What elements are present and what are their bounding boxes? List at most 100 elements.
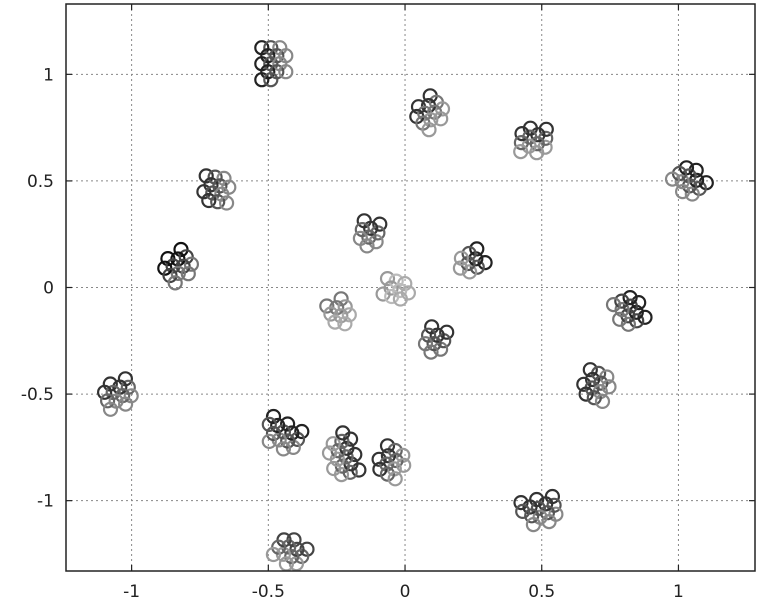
- data-point: [524, 508, 540, 524]
- data-point: [379, 271, 396, 287]
- data-point: [515, 503, 531, 519]
- data-point: [452, 260, 468, 276]
- data-point: [379, 438, 396, 454]
- point-cluster: [576, 362, 617, 409]
- data-point: [421, 327, 437, 343]
- data-point: [541, 513, 557, 530]
- data-point: [352, 230, 368, 246]
- data-point: [612, 311, 628, 327]
- data-point: [280, 433, 296, 449]
- data-point: [210, 194, 226, 210]
- data-point: [372, 216, 388, 232]
- data-point: [601, 379, 617, 395]
- point-cluster: [265, 532, 315, 572]
- data-point: [214, 186, 230, 202]
- data-point: [462, 264, 478, 280]
- data-point: [380, 448, 396, 464]
- data-point: [423, 112, 439, 128]
- data-point: [117, 396, 134, 412]
- point-cluster: [371, 438, 412, 487]
- data-point: [99, 393, 116, 409]
- data-point: [284, 425, 300, 441]
- point-cluster: [513, 120, 554, 161]
- point-cluster: [513, 488, 564, 533]
- data-point: [396, 457, 412, 473]
- y-tick-labels: 1 0.5 0 -0.5 -1: [21, 65, 54, 511]
- data-point: [265, 408, 282, 425]
- x-tick-label: -1: [123, 582, 140, 602]
- data-point: [379, 466, 396, 482]
- x-tick-label: 0: [400, 582, 411, 602]
- data-point: [327, 314, 343, 330]
- data-point: [371, 451, 387, 467]
- y-tick-label: 1: [43, 65, 54, 85]
- data-point: [424, 319, 440, 335]
- point-cluster: [96, 371, 139, 417]
- data-point: [170, 265, 186, 281]
- data-point: [674, 174, 690, 190]
- point-cluster: [196, 168, 237, 211]
- data-point: [205, 185, 221, 201]
- data-point: [219, 195, 235, 211]
- data-point: [207, 169, 223, 185]
- data-point: [201, 192, 217, 209]
- data-point: [417, 336, 434, 352]
- data-point: [198, 168, 214, 184]
- data-point: [513, 495, 529, 511]
- data-point: [183, 256, 199, 272]
- data-point: [102, 401, 119, 417]
- point-cluster: [605, 290, 653, 332]
- data-point: [280, 416, 296, 432]
- data-point: [333, 291, 349, 307]
- point-cluster: [352, 213, 388, 254]
- point-cluster: [664, 160, 714, 202]
- data-point: [356, 213, 372, 229]
- data-point: [605, 297, 622, 313]
- data-point: [513, 144, 529, 160]
- data-point: [278, 64, 294, 80]
- data-point: [319, 298, 335, 314]
- data-point: [469, 241, 485, 257]
- data-point: [270, 417, 286, 434]
- data-point: [326, 460, 342, 477]
- data-point: [453, 250, 469, 266]
- data-point: [469, 259, 485, 275]
- data-point: [514, 126, 530, 142]
- data-point: [334, 433, 350, 449]
- data-point: [96, 384, 113, 400]
- x-tick-label: 0.5: [528, 582, 555, 602]
- data-point: [593, 375, 609, 391]
- x-tick-label: -0.5: [252, 582, 285, 602]
- point-cluster: [375, 271, 416, 307]
- x-tick-label: 1: [673, 582, 684, 602]
- data-point: [578, 386, 594, 402]
- data-point: [594, 393, 611, 409]
- data-point: [388, 452, 404, 469]
- point-cluster: [261, 408, 310, 457]
- y-tick-label: -1: [37, 492, 54, 512]
- data-point: [582, 362, 598, 378]
- data-point: [265, 425, 282, 442]
- point-cluster: [452, 241, 493, 280]
- y-tick-label: 0: [43, 279, 54, 299]
- x-tick-labels: -1 -0.5 0 0.5 1: [123, 582, 684, 602]
- data-points: [96, 40, 714, 572]
- data-point: [265, 546, 281, 563]
- axis-ticks: [66, 4, 755, 571]
- data-point: [323, 306, 339, 322]
- data-point: [584, 371, 601, 388]
- data-point: [513, 135, 530, 151]
- data-point: [337, 316, 353, 332]
- data-point: [674, 184, 691, 200]
- data-point: [180, 266, 196, 282]
- data-point: [196, 184, 212, 200]
- y-tick-label: 0.5: [27, 172, 54, 192]
- data-point: [325, 436, 341, 452]
- data-point: [167, 275, 183, 291]
- data-point: [275, 441, 291, 457]
- point-cluster: [254, 40, 294, 88]
- data-point: [294, 423, 310, 440]
- data-point: [354, 222, 370, 238]
- data-point: [387, 471, 403, 487]
- point-cluster: [417, 319, 455, 360]
